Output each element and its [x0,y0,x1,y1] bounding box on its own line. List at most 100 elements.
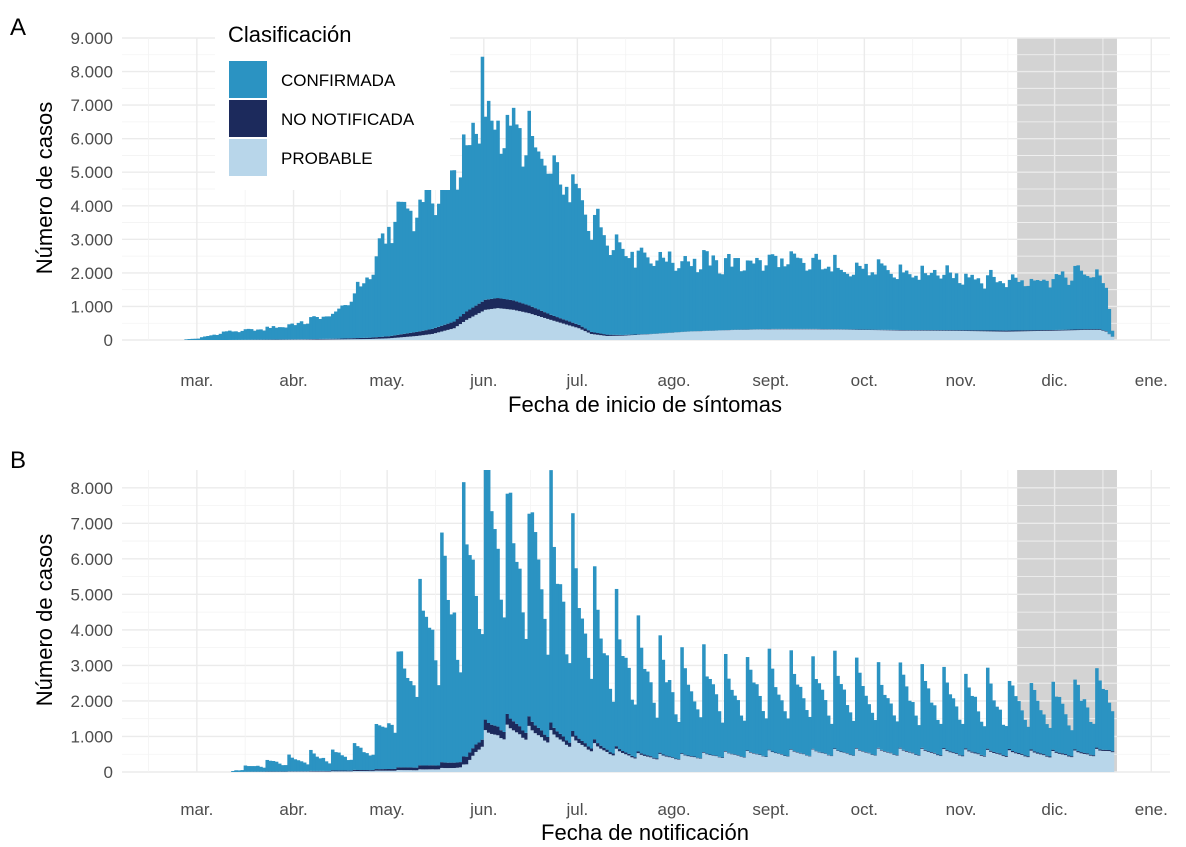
bar-probable [1095,748,1099,772]
bar-no-notificada [452,321,457,329]
bar-no-notificada [998,330,1002,332]
bar-confirmada [1082,699,1087,753]
bar-probable [318,771,323,772]
bar-confirmada [490,120,494,299]
bar-confirmada [664,261,669,333]
bar-probable [811,329,815,340]
bar-confirmada [508,492,513,719]
bar-no-notificada [502,298,507,309]
bar-no-notificada [627,753,631,756]
bar-confirmada [720,274,725,331]
bar-no-notificada [1082,752,1087,754]
bar-probable [343,771,347,772]
bar-probable [480,746,485,772]
bar-confirmada [440,532,444,763]
bar-probable [568,746,572,772]
bar-confirmada [427,627,432,766]
bar-confirmada [658,251,662,334]
bar-no-notificada [418,765,422,770]
bar-probable [1048,757,1052,772]
bar-confirmada [324,761,329,771]
bar-no-notificada [1032,751,1037,753]
bar-confirmada [748,669,753,753]
bar-confirmada [811,257,815,329]
bar-confirmada [936,275,940,331]
bar-probable [602,750,606,772]
bar-probable [770,329,775,340]
bar-no-notificada [1014,752,1018,754]
bar-no-notificada [982,330,987,332]
bar-no-notificada [430,765,435,770]
bar-confirmada [471,122,475,308]
bar-probable [608,754,613,772]
bar-confirmada [396,201,400,335]
bar-probable [1048,330,1052,340]
bar-no-notificada [577,738,581,744]
bar-confirmada [755,257,759,330]
bar-confirmada [670,262,675,333]
bar-no-notificada [1060,329,1065,331]
bar-confirmada [630,699,634,756]
bar-confirmada [649,263,653,334]
bar-probable [817,329,822,340]
bar-confirmada [262,330,266,340]
bar-probable [964,330,968,340]
bar-probable [511,309,516,340]
bar-confirmada [568,202,572,322]
bar-confirmada [989,269,993,331]
bar-confirmada [805,270,809,329]
bar-confirmada [340,305,344,339]
bar-probable [496,308,500,340]
bar-no-notificada [939,755,943,757]
bar-no-notificada [346,338,351,340]
bar-no-notificada [390,335,394,339]
bar-no-notificada [911,752,915,754]
bar-probable [621,335,625,340]
bar-no-notificada [374,769,379,771]
bar-no-notificada [823,753,828,754]
bar-confirmada [652,265,656,334]
bar-probable [864,752,868,772]
bar-no-notificada [324,770,329,772]
bar-probable [543,740,547,772]
bar-confirmada [384,727,388,770]
bar-no-notificada [976,753,981,755]
bar-no-notificada [396,767,400,771]
bar-confirmada [680,647,684,754]
bar-probable [639,334,644,340]
bar-no-notificada [546,313,550,319]
bar-confirmada [1048,287,1052,331]
bar-probable [627,755,631,772]
bar-no-notificada [614,746,619,749]
bar-confirmada [546,654,550,737]
x-tick-label: jun. [469,800,497,819]
bar-no-notificada [674,758,678,760]
bar-probable [636,753,641,772]
bar-confirmada [801,262,806,329]
bar-probable [1060,330,1065,340]
bar-no-notificada [730,753,734,755]
bar-probable [446,329,450,340]
bar-probable [418,769,422,772]
bar-confirmada [858,265,862,330]
bar-confirmada [664,682,669,756]
bar-confirmada [995,282,999,331]
bar-no-notificada [527,305,531,314]
bar-confirmada [730,689,734,754]
bar-no-notificada [530,306,535,315]
bar-no-notificada [315,770,319,772]
bar-probable [689,756,694,772]
bar-confirmada [699,269,703,331]
bar-no-notificada [564,740,569,745]
bar-probable [468,318,472,340]
bar-no-notificada [932,752,937,754]
bar-probable [914,330,918,340]
bar-probable [340,339,344,340]
bar-probable [861,751,865,772]
bar-confirmada [309,317,313,340]
x-tick-label: dic. [1041,371,1067,390]
bar-confirmada [365,753,369,771]
bar-probable [920,330,924,340]
bar-confirmada [243,765,248,772]
bar-confirmada [443,166,447,325]
